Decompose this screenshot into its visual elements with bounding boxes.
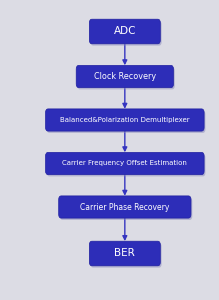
FancyBboxPatch shape	[76, 65, 173, 88]
Text: Carrier Phase Recovery: Carrier Phase Recovery	[80, 202, 170, 211]
Text: Carrier Frequency Offset Estimation: Carrier Frequency Offset Estimation	[62, 160, 187, 166]
Text: Clock Recovery: Clock Recovery	[94, 72, 156, 81]
FancyBboxPatch shape	[46, 152, 204, 175]
FancyBboxPatch shape	[89, 19, 160, 44]
FancyBboxPatch shape	[47, 111, 205, 133]
FancyBboxPatch shape	[91, 243, 162, 268]
FancyBboxPatch shape	[59, 196, 191, 218]
FancyBboxPatch shape	[46, 109, 204, 131]
Text: ADC: ADC	[114, 26, 136, 37]
Text: BER: BER	[115, 248, 135, 259]
FancyBboxPatch shape	[91, 21, 162, 46]
Text: Balanced&Polarization Demultiplexer: Balanced&Polarization Demultiplexer	[60, 117, 190, 123]
FancyBboxPatch shape	[47, 154, 205, 176]
FancyBboxPatch shape	[89, 241, 160, 266]
FancyBboxPatch shape	[78, 67, 175, 89]
FancyBboxPatch shape	[60, 198, 192, 220]
